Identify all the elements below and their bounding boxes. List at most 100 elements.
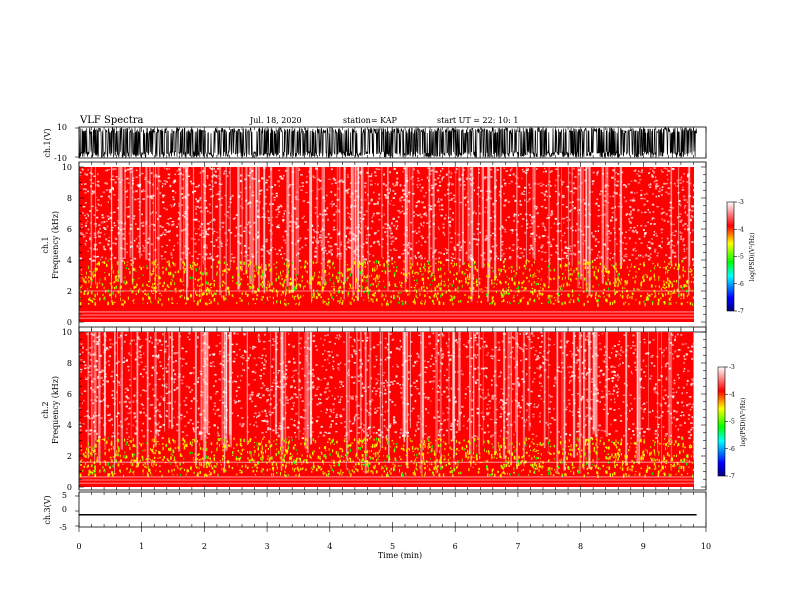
- spectrogram-pixel: [486, 404, 490, 406]
- spectrogram-pixel: [230, 196, 232, 199]
- spectrogram-pixel: [525, 333, 528, 336]
- spectrogram-pixel: [612, 370, 615, 373]
- spectrogram-pixel: [289, 220, 291, 224]
- spectrogram-activity: [422, 285, 425, 288]
- spectrogram-pixel: [277, 226, 281, 229]
- spectrogram-pixel: [303, 346, 306, 349]
- spectrogram-pixel: [206, 175, 209, 177]
- spectrogram-pixel: [416, 352, 419, 355]
- spectrogram-pixel: [79, 257, 83, 260]
- spectrogram-streak: [321, 167, 323, 294]
- spectrogram-pixel: [683, 198, 686, 201]
- spectrogram-activity: [322, 302, 324, 304]
- spectrogram-pixel: [95, 256, 97, 258]
- spectrogram-activity: [139, 287, 141, 290]
- spectrogram-pixel: [540, 258, 544, 261]
- spectrogram-pixel: [470, 199, 473, 202]
- spectrogram-pixel: [198, 199, 201, 201]
- spectrogram-pixel: [366, 251, 369, 253]
- spectrogram-pixel: [671, 251, 674, 254]
- spectrogram-activity: [257, 288, 259, 292]
- spectrogram-pixel: [100, 204, 102, 207]
- spectrogram-pixel: [609, 407, 612, 410]
- spectrogram-pixel: [554, 378, 557, 381]
- spectrogram-activity: [185, 302, 187, 304]
- spectrogram-activity: [665, 286, 668, 288]
- spectrogram-pixel: [402, 432, 404, 434]
- spectrogram-pixel: [144, 390, 147, 392]
- spectrogram-pixel: [98, 224, 101, 227]
- spectrogram-activity: [450, 294, 452, 297]
- spectrogram-pixel: [571, 173, 574, 175]
- spectrogram-pixel: [165, 370, 169, 373]
- spectrogram-streak: [202, 167, 204, 265]
- spectrogram-pixel: [529, 252, 531, 255]
- spectrogram-activity: [395, 269, 398, 272]
- spectrogram-pixel: [337, 187, 340, 190]
- spectrogram-pixel: [138, 174, 142, 177]
- spectrogram-pixel: [167, 218, 170, 220]
- spectrogram-activity: [619, 294, 621, 297]
- spectrogram-pixel: [85, 378, 88, 381]
- spectrogram-activity: [245, 291, 247, 295]
- spectrogram-pixel: [684, 223, 687, 225]
- spectrogram-pixel: [660, 169, 663, 171]
- spectrogram-activity: [618, 272, 620, 276]
- spectrogram-pixel: [209, 253, 211, 255]
- spectrogram-pixel: [390, 243, 393, 245]
- spectrogram-pixel: [569, 245, 572, 247]
- spectrogram-activity: [663, 283, 666, 286]
- spectrogram-activity: [330, 293, 332, 297]
- spectrogram-streak: [478, 167, 479, 299]
- spectrogram-activity: [343, 286, 345, 289]
- spectrogram-pixel: [562, 222, 565, 224]
- spectrogram-activity: [124, 283, 126, 285]
- spectrogram-pixel: [378, 219, 381, 221]
- spectrogram-activity: [273, 301, 274, 305]
- spectrogram-pixel: [463, 415, 466, 418]
- spectrogram-activity: [469, 287, 471, 289]
- spectrogram-pixel: [273, 196, 276, 199]
- spectrogram-pixel: [89, 210, 91, 212]
- spectrogram-activity: [355, 280, 357, 283]
- spectrogram-pixel: [399, 211, 402, 214]
- spectrogram-pixel: [282, 219, 285, 222]
- spectrogram-activity: [469, 266, 472, 268]
- spectrogram-pixel: [640, 197, 643, 200]
- spectrogram-activity: [689, 271, 692, 273]
- spectrogram-pixel: [395, 181, 399, 184]
- spectrogram-activity: [350, 287, 352, 289]
- spectrogram-activity: [421, 303, 423, 305]
- spectrogram-pixel: [449, 176, 452, 179]
- spectrogram-pixel: [566, 406, 569, 408]
- spectrogram-activity: [372, 269, 374, 272]
- spectrogram-pixel: [652, 203, 655, 205]
- spectrogram-pixel: [332, 177, 336, 180]
- spectrogram-activity: [165, 267, 168, 271]
- spectrogram-streak: [339, 167, 341, 281]
- spectrogram-activity: [114, 287, 116, 290]
- spectrogram-activity: [400, 272, 402, 274]
- spectrogram-pixel: [334, 181, 337, 184]
- spectrogram-pixel: [470, 179, 473, 181]
- spectrogram-activity: [675, 292, 677, 294]
- spectrogram-activity: [260, 298, 263, 301]
- spectrogram-pixel: [449, 208, 452, 210]
- spectrogram-activity: [676, 288, 679, 292]
- spectrogram-activity: [414, 272, 416, 275]
- spectrogram-pixel: [249, 202, 253, 204]
- spectrogram-pixel: [469, 254, 472, 257]
- spectrogram-activity: [630, 266, 632, 268]
- spectrogram-pixel: [350, 354, 353, 356]
- spectrogram-pixel: [434, 204, 436, 207]
- spectrogram-activity: [438, 300, 441, 304]
- spectrogram-activity: [649, 277, 651, 281]
- spectrogram-activity: [486, 293, 488, 296]
- spectrogram-pixel: [165, 208, 168, 211]
- spectrogram-activity: [360, 285, 363, 289]
- spectrogram-activity: [235, 281, 238, 284]
- spectrogram-activity: [239, 300, 241, 302]
- spectrogram-pixel: [202, 348, 205, 351]
- spectrogram-activity: [319, 293, 321, 296]
- spectrogram-pixel: [162, 201, 164, 204]
